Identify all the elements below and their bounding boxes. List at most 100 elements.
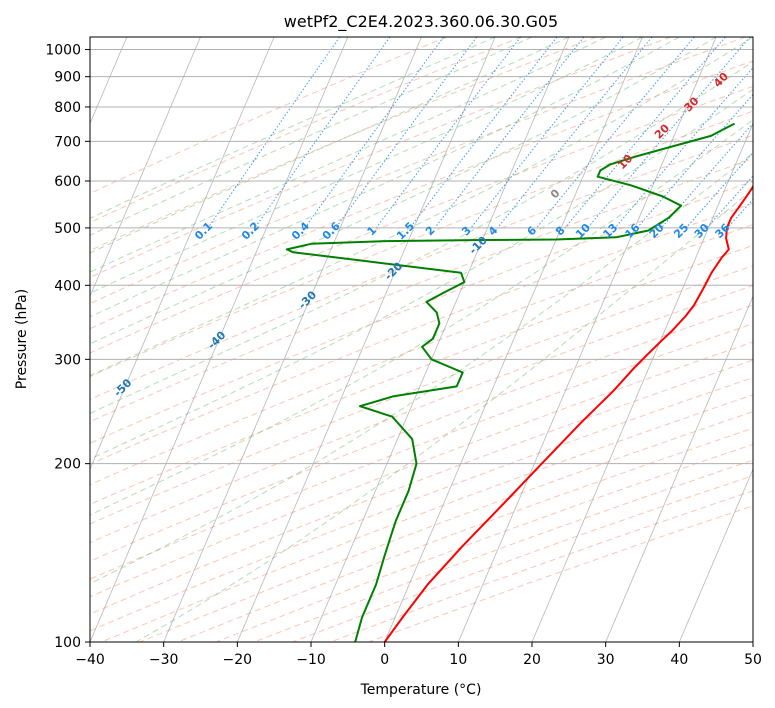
mixing-ratio-line: [207, 37, 341, 229]
moist-adiabat: [90, 37, 643, 294]
isotherm: [236, 37, 496, 642]
x-axis-label: Temperature (°C): [360, 682, 482, 698]
dry-adiabat: [90, 37, 447, 195]
mixing-ratio-label: 0.4: [289, 219, 312, 242]
isotherm: [605, 295, 753, 642]
mixing-ratio-line: [706, 175, 753, 229]
y-tick-label: 900: [54, 70, 81, 86]
moist-adiabat: [90, 37, 496, 219]
mixing-ratio-line: [564, 37, 726, 229]
isotherm-label: -30: [296, 288, 319, 311]
y-tick-label: 400: [54, 278, 81, 294]
moist-adiabat: [90, 37, 753, 377]
mixing-ratio-label: 36: [713, 221, 733, 241]
x-axis: −40 −30 −20 −10 0 10 20 30 40 50: [75, 642, 762, 668]
isotherm: [310, 37, 570, 642]
x-tick-label: −10: [296, 652, 326, 668]
mixing-ratio-line: [636, 93, 753, 229]
dry-adiabat: [292, 475, 753, 642]
isotherm-label: -50: [111, 376, 134, 399]
dry-adiabat: [90, 224, 753, 486]
dry-adiabat: [90, 85, 753, 354]
mixing-ratio-line: [409, 37, 558, 229]
y-tick-label: 200: [54, 457, 81, 473]
isotherm: [90, 37, 201, 298]
isotherm: [752, 640, 753, 642]
x-tick-label: −40: [75, 652, 105, 668]
moist-adiabat-label: 10: [615, 152, 635, 172]
isotherm: [163, 37, 422, 642]
moist-adiabat: [90, 88, 753, 460]
mixing-ratio-line: [470, 37, 624, 229]
dry-adiabat: [101, 394, 753, 642]
dry-adiabat: [90, 180, 753, 444]
mixing-ratio-line: [375, 37, 521, 229]
moist-adiabat: [90, 119, 753, 516]
y-tick-label: 1000: [45, 43, 81, 59]
isotherm: [384, 37, 643, 642]
moist-adiabat: [90, 37, 680, 318]
mixing-ratio-line: [685, 151, 753, 229]
mixing-ratio-label: 4: [486, 223, 501, 238]
dry-adiabat: [90, 304, 753, 562]
dry-adiabat: [90, 134, 753, 401]
x-tick-label: −30: [149, 652, 179, 668]
y-tick-label: 700: [54, 134, 81, 150]
mixing-ratio-label: 0.6: [320, 219, 343, 242]
mixing-ratio-line: [304, 37, 445, 229]
x-tick-label: −20: [223, 652, 253, 668]
mixing-ratio-line: [497, 37, 653, 229]
x-tick-label: 10: [449, 652, 467, 668]
x-tick-label: 30: [597, 652, 615, 668]
y-tick-label: 500: [54, 221, 81, 237]
x-tick-label: 0: [380, 652, 389, 668]
dry-adiabat: [177, 427, 753, 642]
temperature-profile: [383, 184, 753, 642]
x-tick-label: 50: [744, 652, 762, 668]
y-tick-label: 600: [54, 174, 81, 190]
moist-adiabat: [90, 152, 753, 585]
mixing-ratio-line: [536, 37, 695, 229]
isotherm: [90, 37, 349, 642]
dry-adiabat: [90, 110, 753, 378]
mixing-ratio-label: 16: [622, 221, 642, 241]
isotherm-label: -10: [467, 233, 490, 256]
mixing-ratio-line: [434, 37, 585, 229]
dry-adiabat: [90, 37, 522, 224]
moist-adiabat: [90, 37, 570, 254]
dry-adiabat: [90, 37, 597, 252]
y-tick-label: 100: [54, 635, 81, 651]
y-axis-label: Pressure (hPa): [14, 289, 30, 389]
profile-series: [285, 122, 753, 642]
dry-adiabat: [90, 37, 746, 305]
mixing-ratio-line: [727, 198, 753, 229]
moist-adiabat: [90, 37, 533, 236]
dewpoint-profile: [285, 122, 735, 642]
isotherm-label: -60: [16, 426, 39, 449]
y-axis: 100 200 300 400 500 600 700 800 900 1000: [45, 43, 90, 651]
mixing-ratio-label: 2: [423, 224, 438, 239]
y-tick-label: 800: [54, 100, 81, 116]
dry-adiabat: [215, 443, 753, 642]
mixing-ratio-label: 6: [525, 223, 540, 238]
dry-adiabat: [90, 158, 753, 423]
moist-adiabat: [90, 61, 753, 414]
y-tick-label: 300: [54, 352, 81, 368]
moist-adiabat: [90, 37, 606, 273]
pressure-gridlines: [90, 49, 753, 643]
isotherm: [678, 468, 753, 642]
moist-adiabat-label: 0: [548, 186, 563, 201]
chart-title: wetPf2_C2E4.2023.360.06.30.G05: [284, 12, 558, 32]
moist-adiabat: [90, 37, 717, 345]
dry-adiabat: [90, 359, 753, 615]
mixing-ratio-label: 1: [365, 224, 380, 239]
x-tick-label: 40: [670, 652, 688, 668]
dry-adiabat: [90, 244, 753, 506]
plot-frame: [89, 36, 754, 643]
moist-adiabat: [135, 188, 753, 642]
dry-adiabat: [90, 284, 753, 544]
mixing-ratio-label: 25: [671, 221, 691, 241]
dry-adiabat: [90, 341, 753, 598]
mixing-ratio-line: [254, 37, 391, 229]
